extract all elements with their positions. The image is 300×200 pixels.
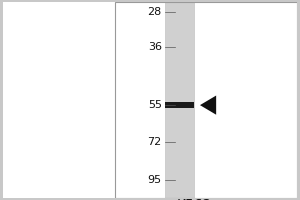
Text: 55: 55 [148, 100, 162, 110]
Text: 72: 72 [148, 137, 162, 147]
Text: K562: K562 [176, 198, 212, 200]
Polygon shape [200, 96, 216, 115]
FancyBboxPatch shape [165, 102, 194, 108]
Text: 28: 28 [148, 7, 162, 17]
Text: 36: 36 [148, 42, 162, 52]
Text: 95: 95 [148, 175, 162, 185]
FancyBboxPatch shape [165, 2, 194, 198]
FancyBboxPatch shape [3, 2, 115, 198]
